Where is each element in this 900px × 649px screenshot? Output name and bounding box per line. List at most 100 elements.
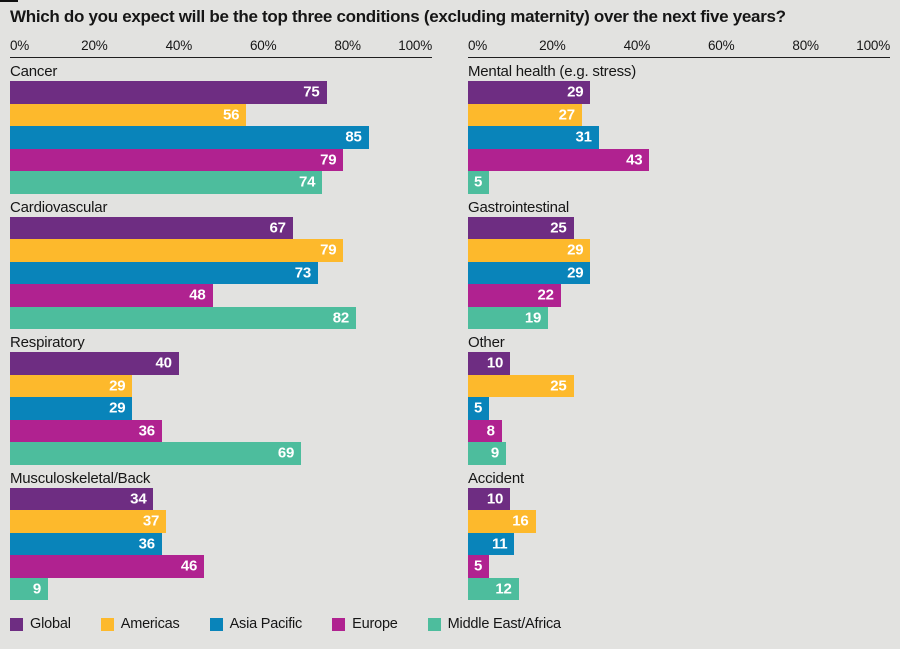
chart-column-right: 0% 20% 40% 60% 80% 100% Mental health (e.g. st… <box>468 36 890 600</box>
bar-value-label: 5 <box>473 557 483 575</box>
group-label: Musculoskeletal/Back <box>10 469 151 487</box>
bar-asia-pacific: 5 <box>468 397 490 420</box>
bar-row: 67 <box>10 216 432 239</box>
bar-asia-pacific: 31 <box>468 126 599 149</box>
bar-row: 34 <box>10 487 432 510</box>
bar-global: 67 <box>10 216 293 239</box>
group-label: Cancer <box>10 63 58 80</box>
bar-row: 36 <box>10 532 432 555</box>
bar-value-label: 43 <box>626 151 643 169</box>
bar-group-cancer: Cancer 75 56 85 79 74 <box>10 62 432 194</box>
bar-row: 27 <box>468 103 890 126</box>
bar-group-accident: Accident 10 16 11 5 12 <box>468 469 890 600</box>
bar-europe: 5 <box>468 555 490 578</box>
legend-label: Americas <box>120 616 180 632</box>
bar-row: 19 <box>468 306 890 329</box>
bar-global: 29 <box>468 81 591 104</box>
bar-row: 10 <box>468 352 890 375</box>
bar-europe: 8 <box>468 419 502 442</box>
bar-row: 73 <box>10 261 432 284</box>
legend-label: Europe <box>352 616 398 632</box>
legend-item-global: Global <box>10 616 71 632</box>
bar-row: 85 <box>10 126 432 149</box>
bar-row: 5 <box>468 555 890 578</box>
bar-row: 40 <box>10 352 432 375</box>
bar-value-label: 69 <box>277 444 295 462</box>
bar-value-label: 48 <box>189 286 206 304</box>
bar-value-label: 74 <box>298 173 316 191</box>
bar-value-label: 25 <box>550 377 567 395</box>
bar-row: 5 <box>468 171 890 194</box>
bar-value-label: 9 <box>490 444 499 462</box>
bar-value-label: 56 <box>223 106 240 124</box>
bar-global: 34 <box>10 487 154 510</box>
bar-value-label: 25 <box>550 219 567 237</box>
bar-row: 12 <box>468 577 890 600</box>
bar-value-label: 11 <box>491 535 508 553</box>
bar-asia-pacific: 29 <box>468 261 591 284</box>
bar-value-label: 31 <box>575 128 593 146</box>
bar-asia-pacific: 36 <box>10 532 162 555</box>
bar-americas: 16 <box>468 510 536 533</box>
legend-swatch-icon <box>10 617 23 631</box>
group-label: Respiratory <box>10 334 85 351</box>
bar-row: 43 <box>468 148 890 171</box>
chart-page: Which do you expect will be the top thre… <box>10 7 890 632</box>
bar-value-label: 40 <box>155 354 173 372</box>
bar-row: 9 <box>468 442 890 465</box>
bar-value-label: 27 <box>558 106 576 124</box>
x-axis-tick-label: 40% <box>165 38 193 53</box>
legend-item-europe: Europe <box>332 616 398 632</box>
bar-value-label: 19 <box>524 309 542 327</box>
bar-row: 25 <box>468 374 890 397</box>
x-axis-tick-label: 80% <box>334 38 361 53</box>
bar-value-label: 10 <box>486 354 504 372</box>
bar-value-label: 29 <box>567 264 584 282</box>
bar-americas: 25 <box>468 374 574 397</box>
x-axis: 0% 20% 40% 60% 80% 100% <box>468 36 890 58</box>
bar-row: 69 <box>10 442 432 465</box>
bar-row: 25 <box>468 216 890 239</box>
x-axis-tick-label: 80% <box>792 38 819 53</box>
bar-middle-east-africa: 5 <box>468 171 490 194</box>
legend-swatch-icon <box>427 617 441 631</box>
bar-middle-east-africa: 82 <box>10 306 357 329</box>
bar-middle-east-africa: 9 <box>468 442 506 465</box>
bar-row: 74 <box>10 171 432 194</box>
legend-item-asia-pacific: Asia Pacific <box>209 616 303 632</box>
bar-row: 31 <box>468 126 890 149</box>
bar-middle-east-africa: 12 <box>468 577 519 600</box>
bar-americas: 79 <box>10 239 344 262</box>
bar-middle-east-africa: 9 <box>10 577 48 600</box>
chart-title: Which do you expect will be the top thre… <box>10 7 786 26</box>
bar-value-label: 82 <box>332 309 350 327</box>
bar-value-label: 29 <box>567 83 584 101</box>
bar-row: 75 <box>10 81 432 104</box>
bar-global: 40 <box>10 352 179 375</box>
bar-value-label: 16 <box>512 512 529 530</box>
bar-row: 8 <box>468 419 890 442</box>
x-axis: 0% 20% 40% 60% 80% 100% <box>10 36 432 58</box>
bar-value-label: 12 <box>495 580 512 598</box>
bar-row: 10 <box>468 487 890 510</box>
legend-label: Global <box>30 616 71 632</box>
x-axis-tick-label: 60% <box>707 38 735 53</box>
chart-column-left: 0% 20% 40% 60% 80% 100% Cancer 75 56 85 79 74 Cardio… <box>10 36 432 600</box>
bar-value-label: 8 <box>486 422 495 440</box>
legend-item-americas: Americas <box>100 616 180 632</box>
bar-value-label: 79 <box>320 241 337 259</box>
group-label: Other <box>468 334 505 351</box>
bar-value-label: 5 <box>473 399 483 417</box>
bar-asia-pacific: 11 <box>468 532 515 555</box>
x-axis-tick-label: 60% <box>249 38 277 53</box>
bar-row: 37 <box>10 510 432 533</box>
bar-value-label: 67 <box>269 219 286 237</box>
bar-middle-east-africa: 19 <box>468 306 549 329</box>
bar-row: 82 <box>10 306 432 329</box>
bar-value-label: 85 <box>345 128 362 146</box>
bar-value-label: 34 <box>130 490 147 508</box>
x-axis-tick-label: 100% <box>856 38 890 53</box>
bar-value-label: 79 <box>320 151 337 169</box>
legend-label: Asia Pacific <box>229 616 303 632</box>
bar-asia-pacific: 29 <box>10 397 133 420</box>
